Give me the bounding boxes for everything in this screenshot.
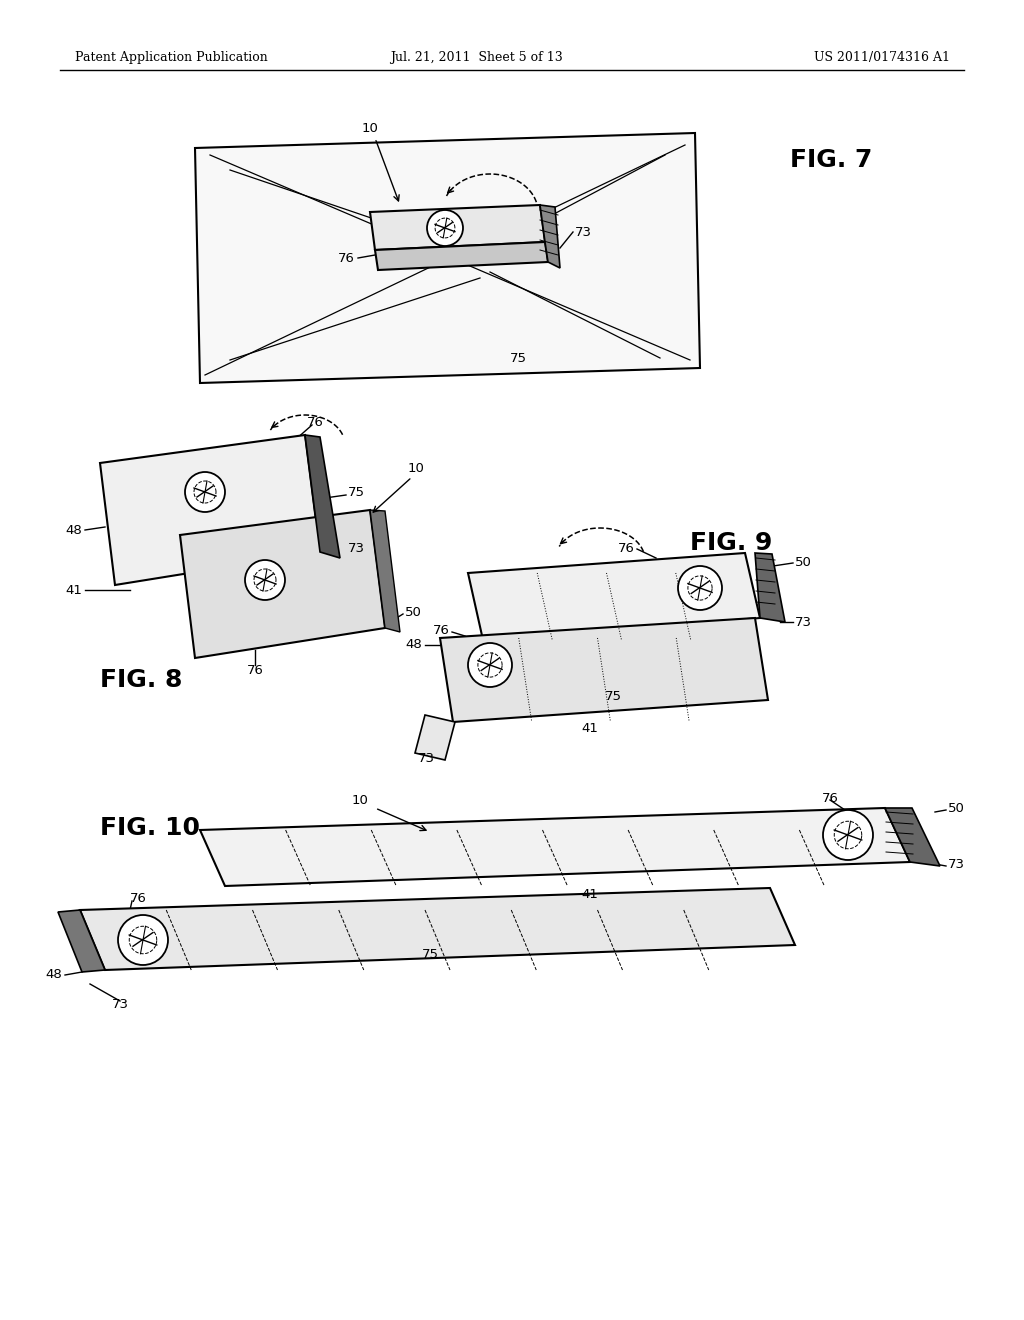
Text: 50: 50 bbox=[406, 606, 422, 619]
Text: 75: 75 bbox=[605, 690, 622, 704]
Polygon shape bbox=[195, 133, 700, 383]
Text: 76: 76 bbox=[306, 416, 324, 429]
Text: 48: 48 bbox=[66, 524, 82, 536]
Polygon shape bbox=[415, 715, 455, 760]
Text: 41: 41 bbox=[66, 583, 82, 597]
Text: FIG. 7: FIG. 7 bbox=[790, 148, 872, 172]
Text: 76: 76 bbox=[433, 623, 450, 636]
Text: 75: 75 bbox=[510, 351, 527, 364]
Text: 76: 76 bbox=[821, 792, 839, 804]
Text: 73: 73 bbox=[795, 615, 812, 628]
Polygon shape bbox=[885, 808, 940, 866]
Text: US 2011/0174316 A1: US 2011/0174316 A1 bbox=[814, 50, 950, 63]
Circle shape bbox=[185, 473, 225, 512]
Text: 48: 48 bbox=[45, 969, 62, 982]
Text: 10: 10 bbox=[408, 462, 425, 474]
Text: 76: 76 bbox=[247, 664, 263, 676]
Circle shape bbox=[823, 810, 873, 861]
Text: FIG. 10: FIG. 10 bbox=[100, 816, 200, 840]
Text: 76: 76 bbox=[338, 252, 355, 264]
Polygon shape bbox=[755, 553, 785, 622]
Text: FIG. 9: FIG. 9 bbox=[690, 531, 772, 554]
Text: 75: 75 bbox=[422, 949, 438, 961]
Polygon shape bbox=[375, 242, 548, 271]
Text: 50: 50 bbox=[795, 556, 812, 569]
Circle shape bbox=[245, 560, 285, 601]
Text: 73: 73 bbox=[575, 226, 592, 239]
Text: FIG. 8: FIG. 8 bbox=[100, 668, 182, 692]
Polygon shape bbox=[180, 510, 385, 657]
Polygon shape bbox=[370, 510, 400, 632]
Polygon shape bbox=[540, 205, 560, 268]
Text: 50: 50 bbox=[948, 801, 965, 814]
Polygon shape bbox=[370, 205, 545, 249]
Text: 48: 48 bbox=[406, 639, 422, 652]
Text: 76: 76 bbox=[618, 541, 635, 554]
Polygon shape bbox=[468, 553, 760, 640]
Polygon shape bbox=[305, 436, 340, 558]
Circle shape bbox=[468, 643, 512, 686]
Circle shape bbox=[118, 915, 168, 965]
Text: 73: 73 bbox=[112, 998, 128, 1011]
Polygon shape bbox=[80, 888, 795, 970]
Polygon shape bbox=[440, 618, 768, 722]
Text: 76: 76 bbox=[130, 891, 146, 904]
Text: 10: 10 bbox=[361, 121, 379, 135]
Text: Jul. 21, 2011  Sheet 5 of 13: Jul. 21, 2011 Sheet 5 of 13 bbox=[390, 50, 563, 63]
Text: 73: 73 bbox=[348, 541, 365, 554]
Text: 73: 73 bbox=[418, 751, 435, 764]
Text: 41: 41 bbox=[582, 722, 598, 734]
Polygon shape bbox=[58, 909, 105, 972]
Polygon shape bbox=[200, 808, 910, 886]
Circle shape bbox=[427, 210, 463, 246]
Text: 41: 41 bbox=[582, 888, 598, 902]
Circle shape bbox=[678, 566, 722, 610]
Polygon shape bbox=[100, 436, 319, 585]
Text: 75: 75 bbox=[348, 487, 365, 499]
Text: 10: 10 bbox=[351, 793, 369, 807]
Text: 73: 73 bbox=[948, 858, 965, 871]
Text: Patent Application Publication: Patent Application Publication bbox=[75, 50, 267, 63]
